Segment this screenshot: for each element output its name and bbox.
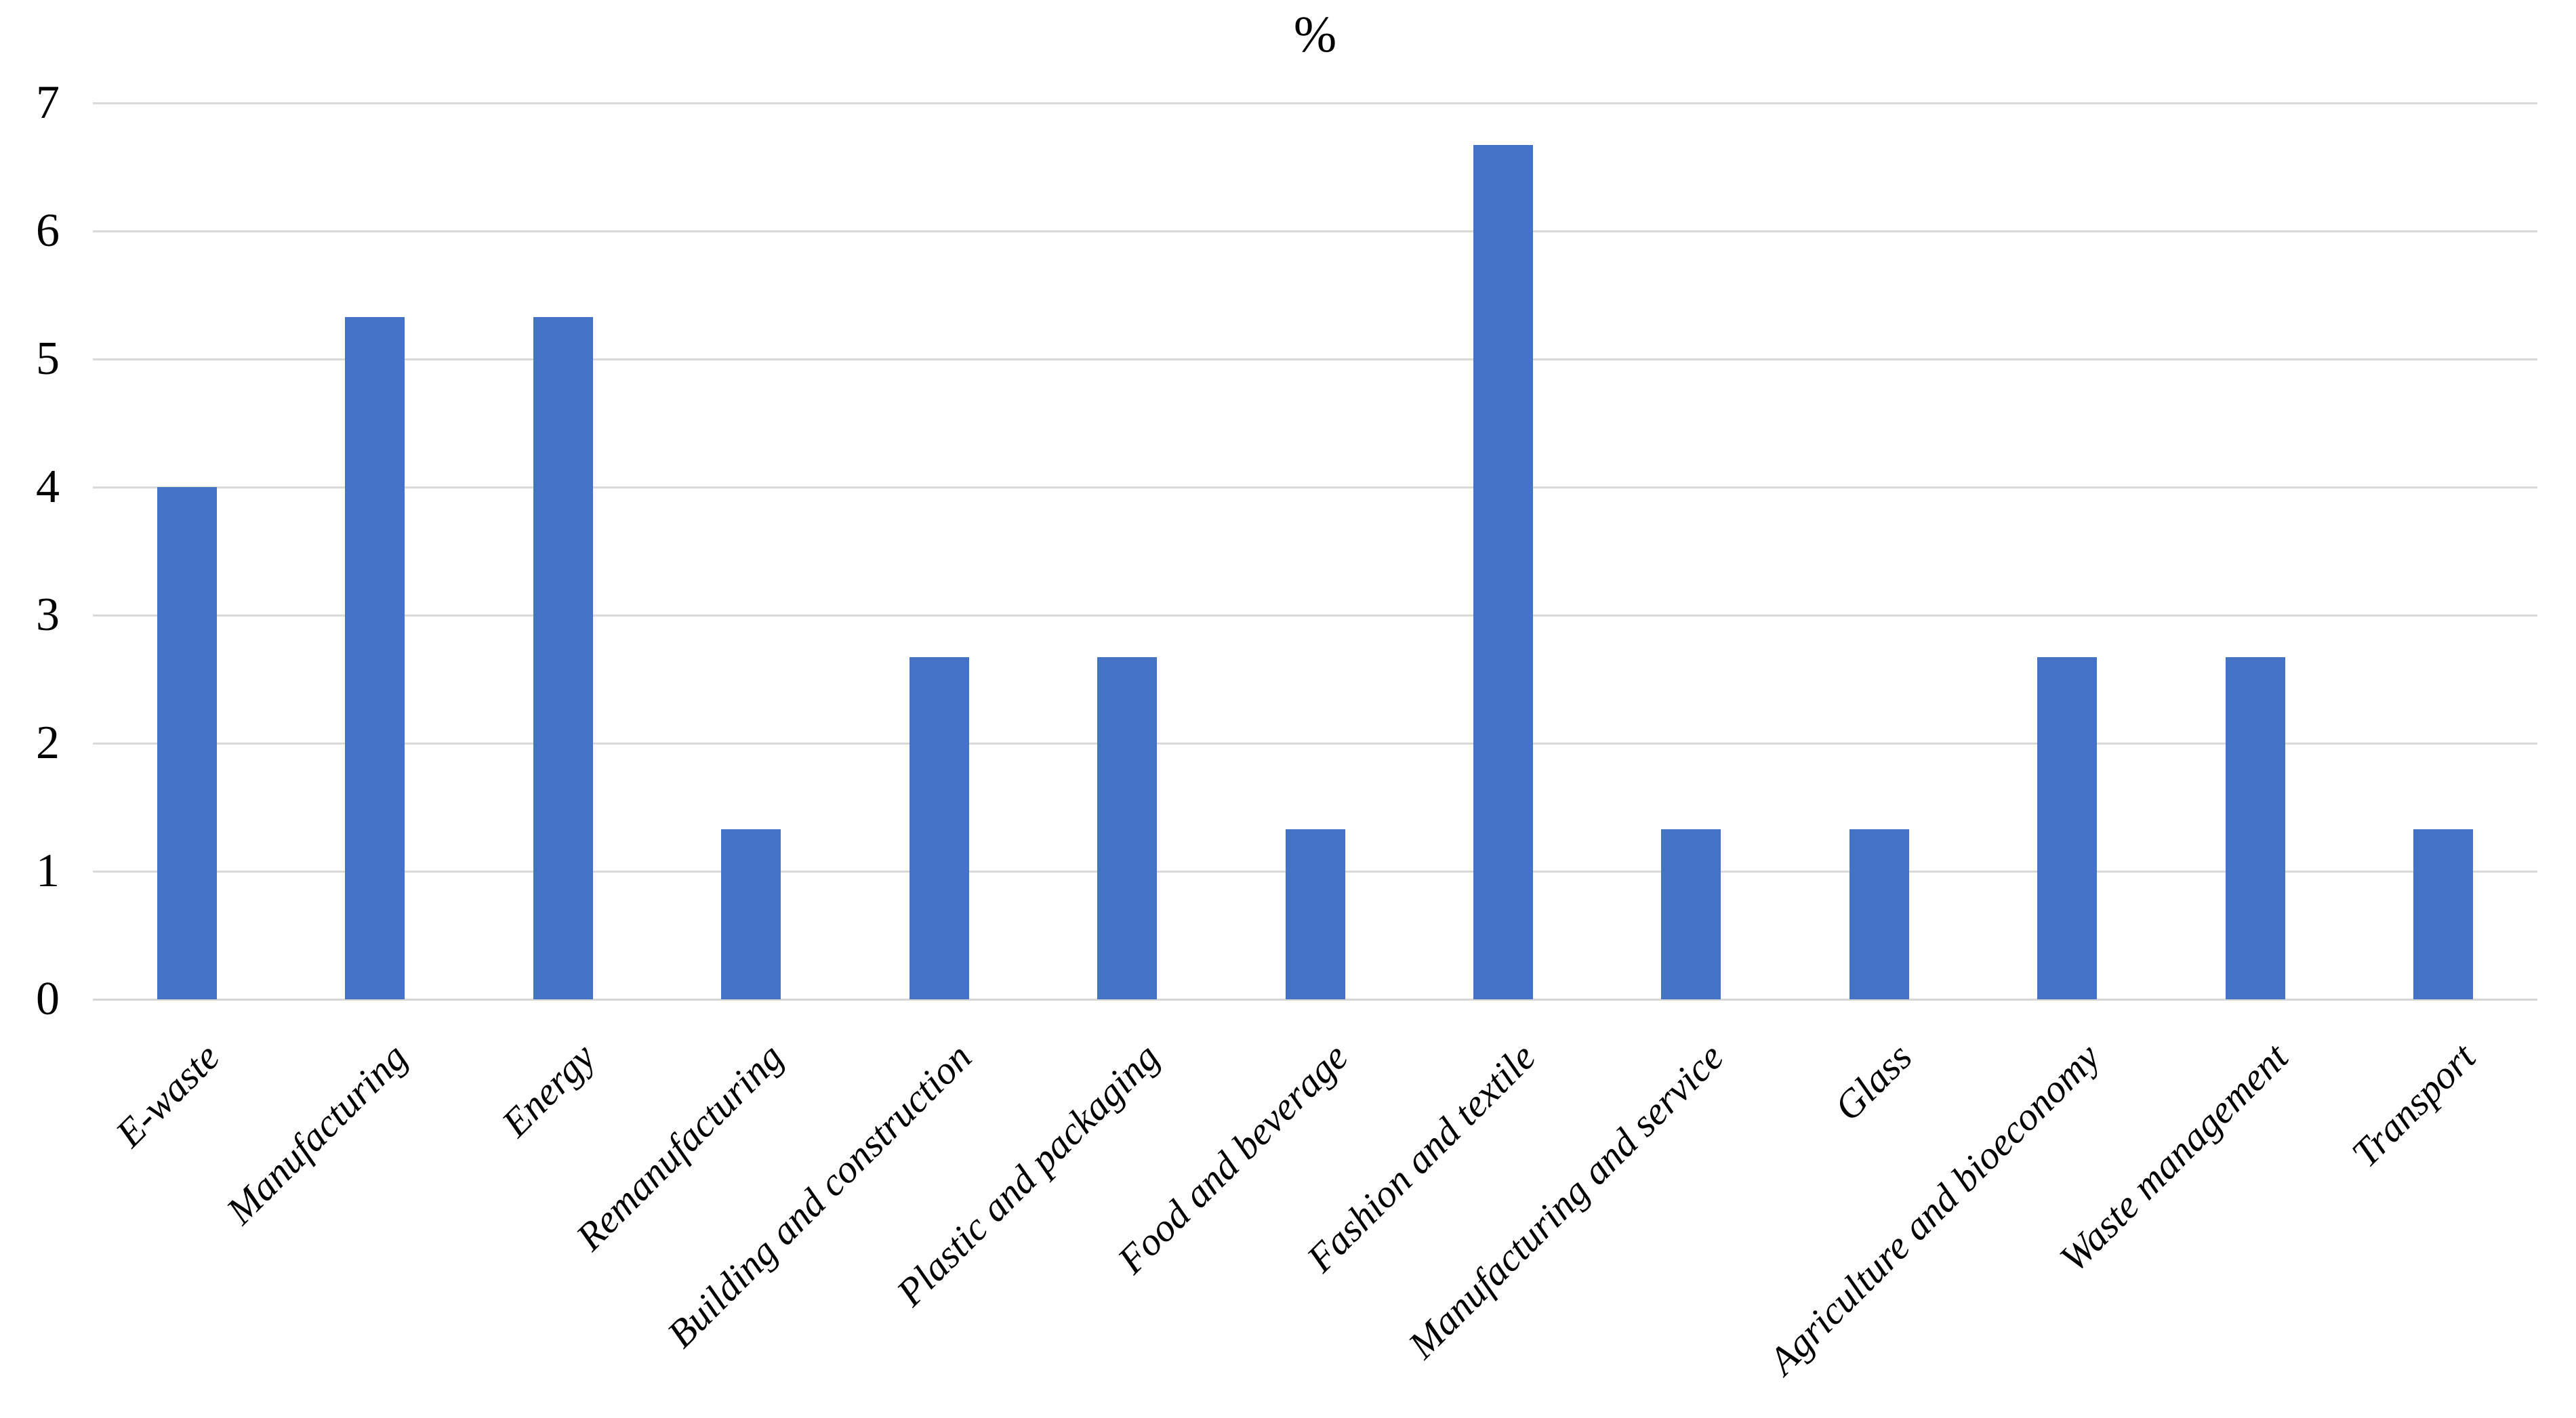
bar-plastic-and-packaging bbox=[1097, 657, 1157, 999]
gridline-y-2 bbox=[93, 743, 2537, 745]
x-axis-category-label-manufacturing: Manufacturing bbox=[218, 1035, 416, 1233]
y-axis-tick-label-7: 7 bbox=[36, 77, 60, 129]
bar-e-waste bbox=[157, 487, 217, 999]
gridline-y-3 bbox=[93, 614, 2537, 617]
bar-transport bbox=[2413, 829, 2473, 999]
y-axis-tick-label-0: 0 bbox=[36, 973, 60, 1025]
bar-building-and-construction bbox=[909, 657, 969, 999]
gridline-y-6 bbox=[93, 230, 2537, 232]
chart-title: % bbox=[1293, 6, 1337, 63]
bar-manufacturing bbox=[345, 317, 405, 999]
gridline-y-5 bbox=[93, 358, 2537, 360]
y-axis-tick-label-2: 2 bbox=[36, 717, 60, 769]
bar-agriculture-and-bioeconomy bbox=[2037, 657, 2097, 999]
bar-fashion-and-textile bbox=[1473, 145, 1533, 999]
gridline-y-4 bbox=[93, 486, 2537, 488]
y-axis-tick-label-4: 4 bbox=[36, 461, 60, 513]
x-axis-category-label-energy: Energy bbox=[493, 1035, 604, 1146]
y-axis-tick-label-6: 6 bbox=[36, 205, 60, 257]
bar-food-and-beverage bbox=[1286, 829, 1345, 999]
x-axis-category-label-building-and-construction: Building and construction bbox=[658, 1035, 980, 1356]
x-axis-category-label-agriculture-and-bioeconomy: Agriculture and bioeconomy bbox=[1759, 1035, 2108, 1383]
bar-remanufacturing bbox=[721, 829, 781, 999]
bar-glass bbox=[1849, 829, 1909, 999]
bar-manufacturing-and-service bbox=[1661, 829, 1721, 999]
y-axis-tick-label-1: 1 bbox=[36, 845, 60, 897]
gridline-y-7 bbox=[93, 102, 2537, 104]
x-axis-line bbox=[93, 999, 2537, 1001]
x-axis-category-label-e-waste: E-waste bbox=[106, 1035, 228, 1156]
y-axis-tick-label-5: 5 bbox=[36, 333, 60, 385]
x-axis-category-label-manufacturing-and-service: Manufacturing and service bbox=[1399, 1035, 1732, 1367]
y-axis-tick-label-3: 3 bbox=[36, 589, 60, 641]
x-axis-category-label-transport: Transport bbox=[2343, 1035, 2485, 1176]
bar-waste-management bbox=[2226, 657, 2285, 999]
x-axis-category-label-glass: Glass bbox=[1825, 1035, 1921, 1129]
bar-energy bbox=[533, 317, 593, 999]
